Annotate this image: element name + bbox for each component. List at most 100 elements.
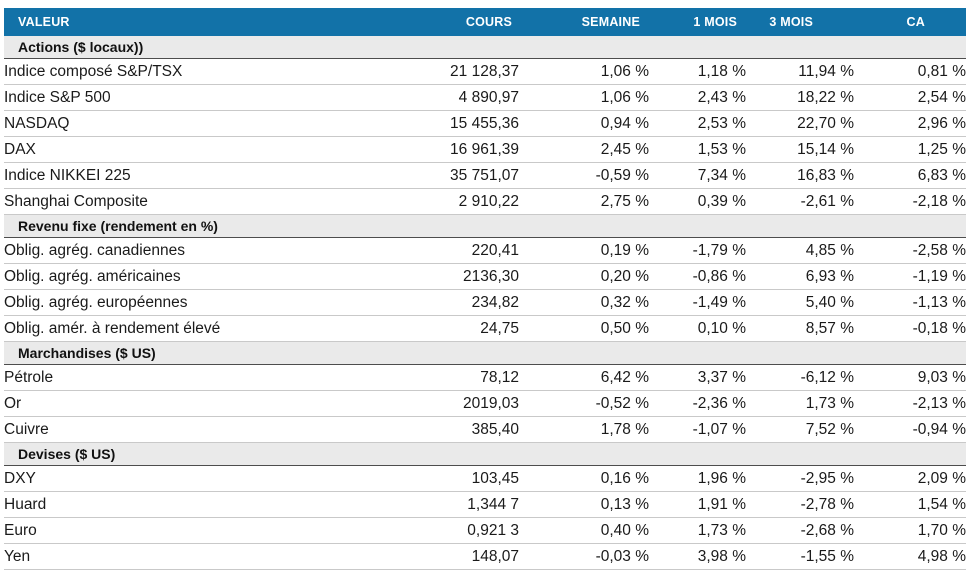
table-row: Oblig. amér. à rendement élevé 24,75 0,50 … (4, 315, 966, 342)
column-header-valeur: VALEUR (4, 8, 429, 36)
cell-ca: 1,25 % (854, 136, 966, 163)
row-label: Shanghai Composite (4, 188, 429, 215)
cell-ca: -0,18 % (854, 315, 966, 342)
table-row: Indice S&P 500 4 890,97 1,06 % 2,43 % 18,22 … (4, 84, 966, 111)
cell-3-mois: 4,85 % (746, 237, 854, 264)
cell-1-mois: -1,07 % (649, 416, 746, 443)
cell-1-mois: 1,91 % (649, 491, 746, 518)
cell-ca: -2,13 % (854, 390, 966, 417)
row-label: Or (4, 390, 429, 417)
table-row: NASDAQ 15 455,36 0,94 % 2,53 % 22,70 % 2,96 % (4, 110, 966, 137)
cell-ca: 1,70 % (854, 517, 966, 544)
cell-cours: 4 890,97 (429, 84, 519, 111)
row-label: Indice composé S&P/TSX (4, 58, 429, 85)
cell-semaine: 0,16 % (519, 465, 649, 492)
section-header-row: Revenu fixe (rendement en %) (4, 214, 966, 238)
table-row: Oblig. agrég. américaines 2136,30 0,20 % -0… (4, 263, 966, 290)
cell-cours: 220,41 (429, 237, 519, 264)
table-row: Yen 148,07 -0,03 % 3,98 % -1,55 % 4,98 % (4, 543, 966, 570)
column-header-3-mois: 3 MOIS (746, 8, 854, 36)
cell-ca: 4,98 % (854, 543, 966, 570)
cell-semaine: 0,20 % (519, 263, 649, 290)
cell-cours: 1,344 7 (429, 491, 519, 518)
cell-3-mois: 6,93 % (746, 263, 854, 290)
row-label: Euro (4, 517, 429, 544)
row-label: Huard (4, 491, 429, 518)
cell-cours: 0,921 3 (429, 517, 519, 544)
cell-ca: -1,13 % (854, 289, 966, 316)
section-header-row: Devises ($ US) (4, 442, 966, 466)
cell-semaine: 1,78 % (519, 416, 649, 443)
cell-ca: 1,54 % (854, 491, 966, 518)
section-header-row: Actions ($ locaux)) (4, 36, 966, 59)
cell-3-mois: -2,61 % (746, 188, 854, 215)
cell-semaine: 1,06 % (519, 58, 649, 85)
table-row: Huard 1,344 7 0,13 % 1,91 % -2,78 % 1,54 % (4, 491, 966, 518)
cell-semaine: 0,19 % (519, 237, 649, 264)
row-label: Oblig. amér. à rendement élevé (4, 315, 429, 342)
cell-cours: 15 455,36 (429, 110, 519, 137)
cell-3-mois: 5,40 % (746, 289, 854, 316)
section-title: Marchandises ($ US) (4, 341, 966, 365)
cell-semaine: 0,94 % (519, 110, 649, 137)
cell-3-mois: 15,14 % (746, 136, 854, 163)
cell-cours: 16 961,39 (429, 136, 519, 163)
row-label: Oblig. agrég. canadiennes (4, 237, 429, 264)
cell-1-mois: 3,37 % (649, 364, 746, 391)
row-label: Indice NIKKEI 225 (4, 162, 429, 189)
cell-3-mois: 8,57 % (746, 315, 854, 342)
cell-cours: 35 751,07 (429, 162, 519, 189)
cell-1-mois: 1,96 % (649, 465, 746, 492)
cell-1-mois: 1,73 % (649, 517, 746, 544)
column-header-cours: COURS (429, 8, 519, 36)
cell-3-mois: 7,52 % (746, 416, 854, 443)
cell-cours: 24,75 (429, 315, 519, 342)
cell-cours: 2019,03 (429, 390, 519, 417)
cell-cours: 2 910,22 (429, 188, 519, 215)
cell-semaine: 0,50 % (519, 315, 649, 342)
cell-1-mois: 0,10 % (649, 315, 746, 342)
section-title: Actions ($ locaux)) (4, 36, 966, 59)
cell-3-mois: 1,73 % (746, 390, 854, 417)
cell-1-mois: 3,98 % (649, 543, 746, 570)
column-header-ca: CA (854, 8, 966, 36)
cell-3-mois: -6,12 % (746, 364, 854, 391)
table-row: Pétrole 78,12 6,42 % 3,37 % -6,12 % 9,03 % (4, 364, 966, 391)
row-label: Oblig. agrég. européennes (4, 289, 429, 316)
cell-3-mois: 22,70 % (746, 110, 854, 137)
cell-3-mois: -2,68 % (746, 517, 854, 544)
row-label: DXY (4, 465, 429, 492)
market-data-table: VALEUR COURS SEMAINE 1 MOIS 3 MOIS CA Actions… (4, 8, 966, 570)
cell-3-mois: 16,83 % (746, 162, 854, 189)
section-title: Revenu fixe (rendement en %) (4, 214, 966, 238)
section-title: Devises ($ US) (4, 442, 966, 466)
table-row: Shanghai Composite 2 910,22 2,75 % 0,39 % -2… (4, 188, 966, 215)
cell-cours: 234,82 (429, 289, 519, 316)
cell-cours: 148,07 (429, 543, 519, 570)
cell-semaine: 2,75 % (519, 188, 649, 215)
cell-semaine: 1,06 % (519, 84, 649, 111)
cell-semaine: -0,52 % (519, 390, 649, 417)
column-header-1-mois: 1 MOIS (649, 8, 746, 36)
cell-1-mois: 1,18 % (649, 58, 746, 85)
cell-semaine: 0,40 % (519, 517, 649, 544)
cell-1-mois: 0,39 % (649, 188, 746, 215)
cell-cours: 2136,30 (429, 263, 519, 290)
cell-semaine: 2,45 % (519, 136, 649, 163)
cell-ca: 6,83 % (854, 162, 966, 189)
cell-ca: -1,19 % (854, 263, 966, 290)
table-row: Indice composé S&P/TSX 21 128,37 1,06 % 1,1… (4, 58, 966, 85)
table-row: Oblig. agrég. canadiennes 220,41 0,19 % -1,… (4, 237, 966, 264)
cell-ca: 0,81 % (854, 58, 966, 85)
cell-ca: 9,03 % (854, 364, 966, 391)
cell-cours: 78,12 (429, 364, 519, 391)
cell-1-mois: 7,34 % (649, 162, 746, 189)
cell-1-mois: 2,43 % (649, 84, 746, 111)
cell-ca: -2,18 % (854, 188, 966, 215)
row-label: DAX (4, 136, 429, 163)
table-row: Euro 0,921 3 0,40 % 1,73 % -2,68 % 1,70 % (4, 517, 966, 544)
cell-3-mois: 18,22 % (746, 84, 854, 111)
cell-3-mois: 11,94 % (746, 58, 854, 85)
cell-ca: -0,94 % (854, 416, 966, 443)
